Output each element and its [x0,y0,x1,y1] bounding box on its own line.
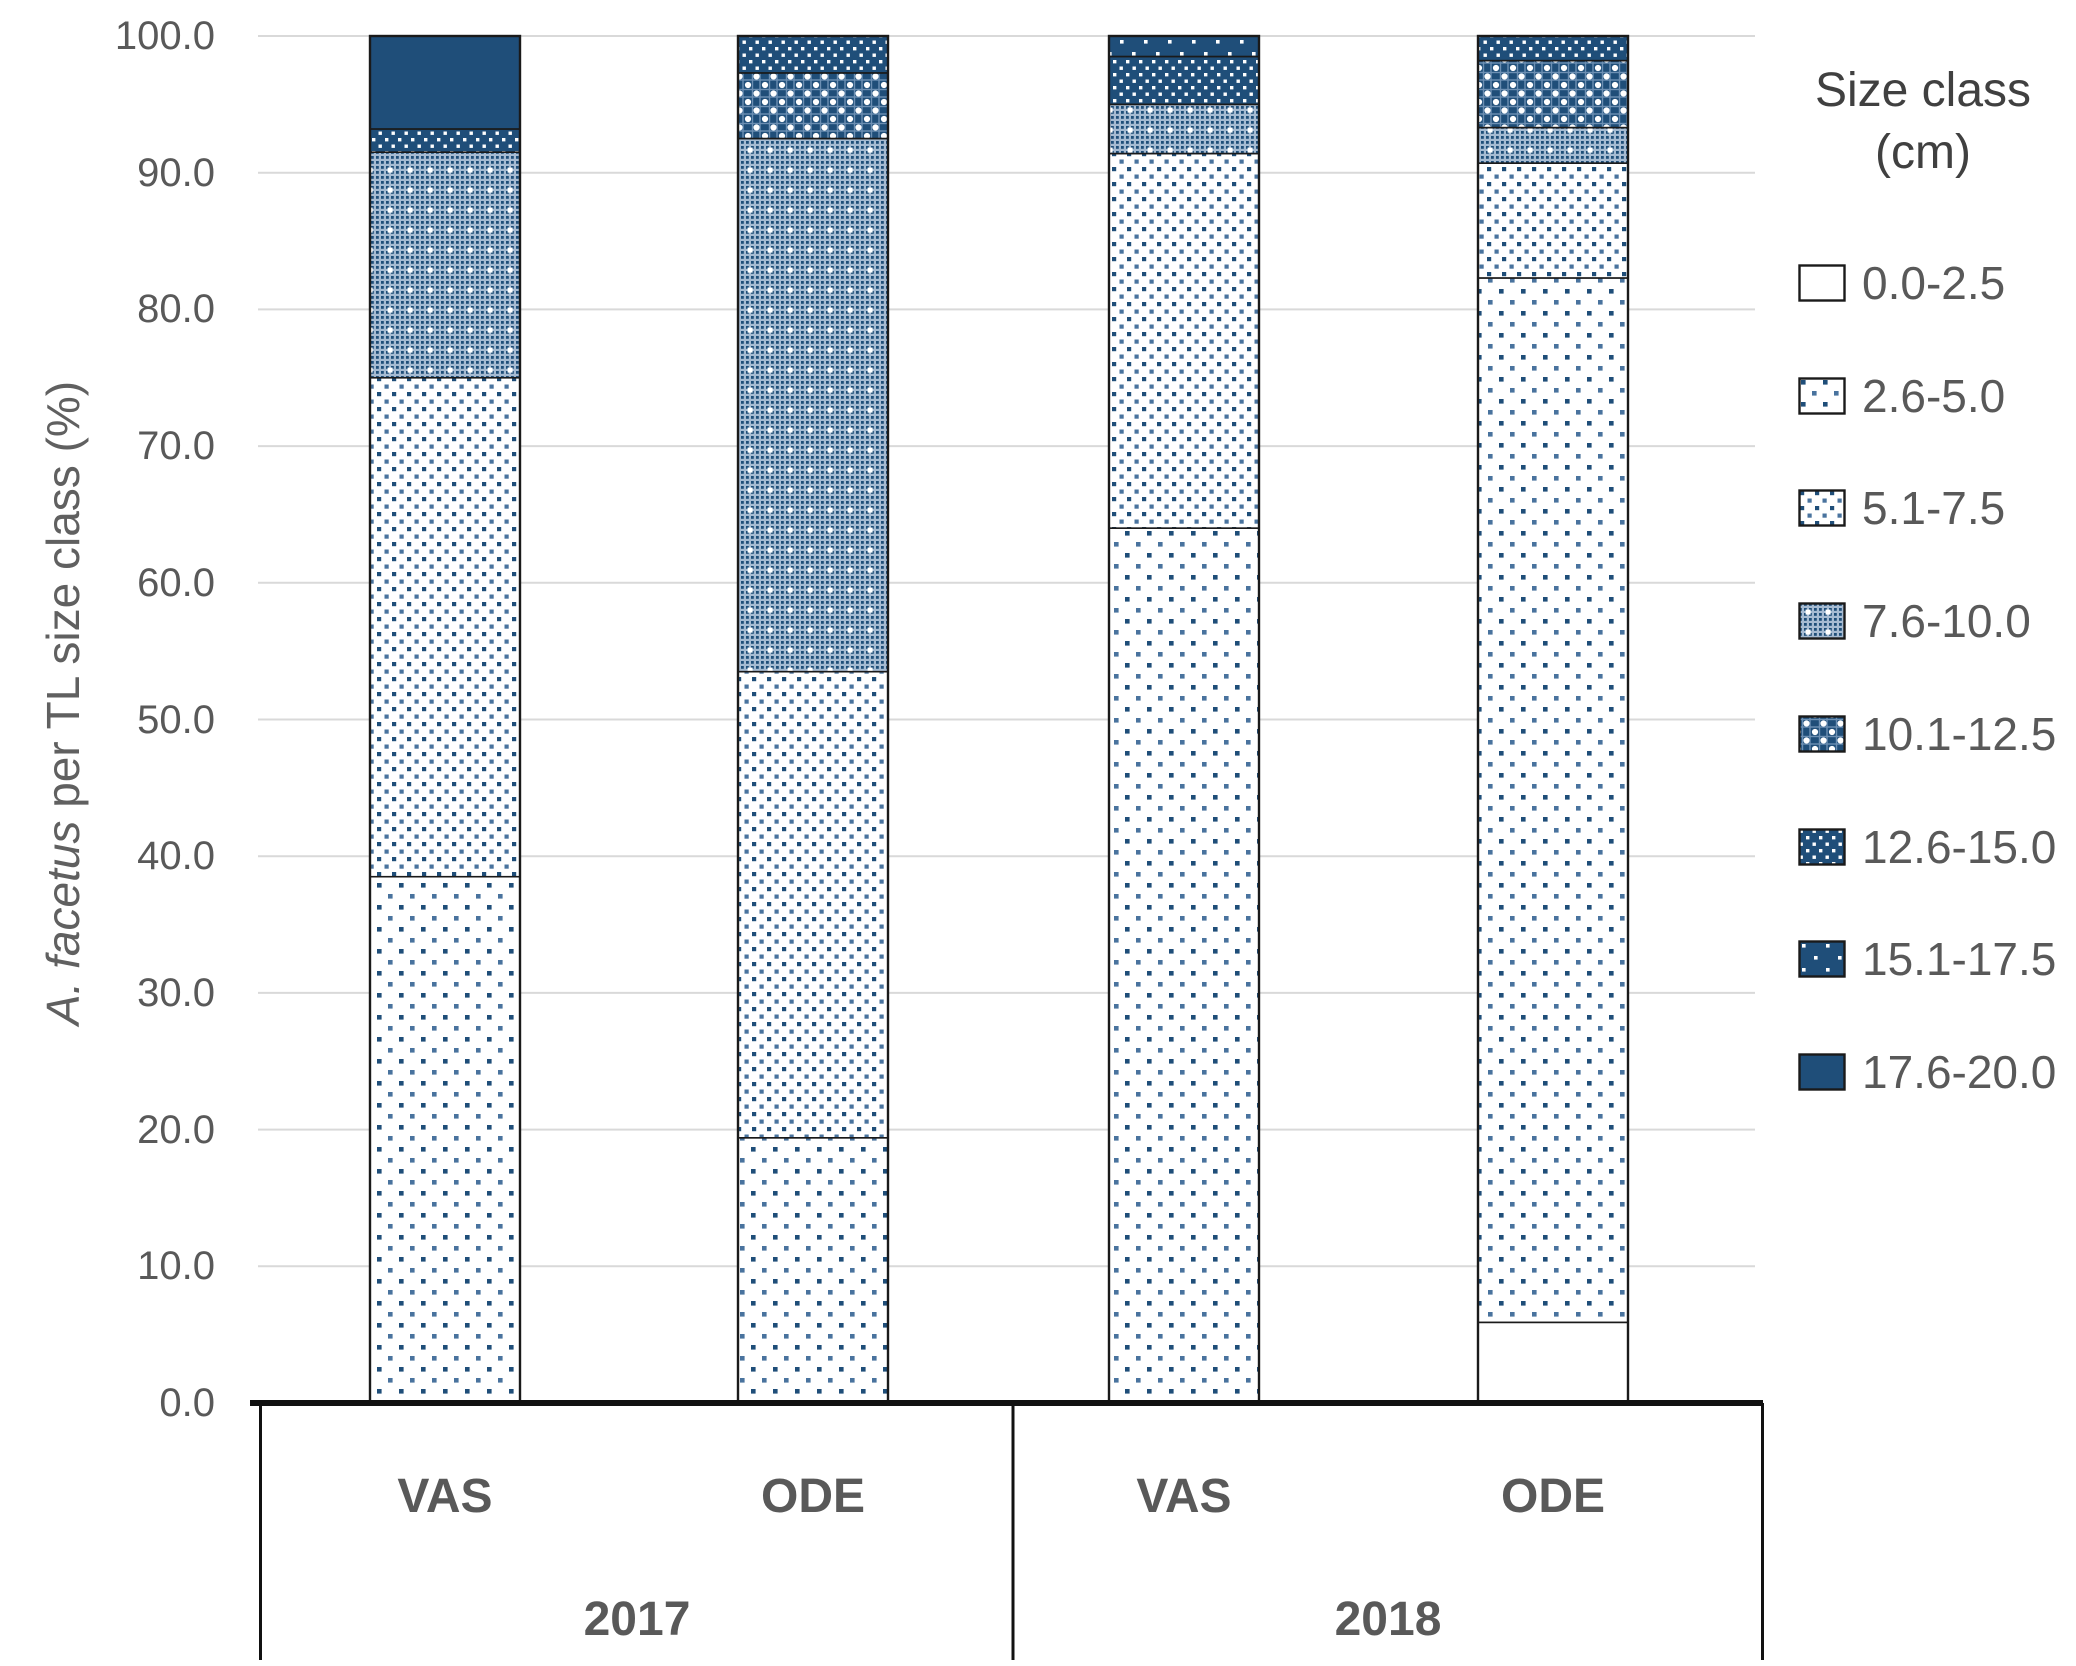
y-tick-label: 0.0 [159,1381,215,1425]
legend-swatch-7.6-10.0 [1798,602,1846,640]
bar-segment [1477,1321,1629,1404]
x-axis-line [250,1400,1763,1406]
y-tick-label: 10.0 [137,1244,215,1289]
x-group-label-2018: 2018 [1334,1593,1442,1646]
legend-title-line2: (cm) [1875,126,1971,179]
bar-segment [737,137,889,673]
x-category-label-ode-2018: ODE [1500,1470,1605,1523]
legend-item: 10.1-12.5 [1798,707,2057,760]
legend-item: 17.6-20.0 [1798,1045,2057,1098]
bar-segment [1477,59,1629,129]
x-category-label-ode-2017: ODE [760,1470,865,1523]
legend-item-label: 15.1-17.5 [1862,933,2057,986]
legend-title-line1: Size class [1814,64,2032,117]
legend-swatch-5.1-7.5 [1798,489,1846,528]
legend-item-label: 2.6-5.0 [1862,369,2006,422]
legend-swatch-17.6-20.0 [1798,1053,1846,1091]
bar-segment [737,1137,889,1404]
legend-title: Size class (cm) [1770,60,2076,184]
bar-segment [1477,277,1629,1324]
bar-segment [737,35,889,74]
legend-item: 2.6-5.0 [1798,369,2006,422]
bar-segment [369,128,521,153]
bar-segment [737,670,889,1139]
bar-segment [1108,527,1260,1404]
legend-swatch-10.1-12.5 [1798,715,1846,753]
y-tick-label: 40.0 [137,834,215,879]
legend-item-label: 0.0-2.5 [1862,257,2006,309]
bar-segment [1108,152,1260,529]
bar-segment [1108,35,1260,58]
y-tick-label: 100.0 [114,14,215,58]
bar-segment [369,151,521,379]
legend-item: 15.1-17.5 [1798,933,2057,986]
legend-item-label: 10.1-12.5 [1862,707,2057,760]
legend-item-label: 5.1-7.5 [1862,482,2006,535]
x-category-label-vas-2018: VAS [1136,1470,1232,1523]
x-group-label-2017: 2017 [583,1593,691,1646]
bar-segment [369,35,521,130]
legend-swatch-15.1-17.5 [1798,940,1846,978]
bar-segment [369,875,521,1404]
x-category-label-vas-2017: VAS [397,1470,493,1523]
y-tick-label: 30.0 [137,970,215,1015]
legend-swatch-2.6-5.0 [1798,376,1846,415]
y-tick-label: 60.0 [137,560,215,605]
bar-segment [737,72,889,140]
legend-item: 7.6-10.0 [1798,595,2031,648]
legend-item-label: 17.6-20.0 [1862,1045,2057,1098]
legend-item-label: 12.6-15.0 [1862,820,2057,873]
bar-segment [369,376,521,878]
bar-segment [1477,35,1629,62]
bar-segment [1108,103,1260,155]
y-tick-label: 70.0 [137,424,215,469]
legend-item-label: 7.6-10.0 [1862,595,2031,648]
bar-segment [1477,162,1629,279]
legend-item: 12.6-15.0 [1798,820,2057,873]
legend-swatch-12.6-15.0 [1798,827,1846,866]
legend-item: 5.1-7.5 [1798,482,2006,535]
legend-item: 0.0-2.5 [1798,257,2006,309]
y-tick-label: 50.0 [137,697,215,742]
y-tick-label: 90.0 [137,150,215,195]
bar-segment [1477,126,1629,164]
bar-segment [1108,55,1260,106]
y-tick-label: 20.0 [137,1107,215,1152]
y-tick-label: 80.0 [137,287,215,332]
legend-swatch-0.0-2.5 [1798,264,1846,302]
